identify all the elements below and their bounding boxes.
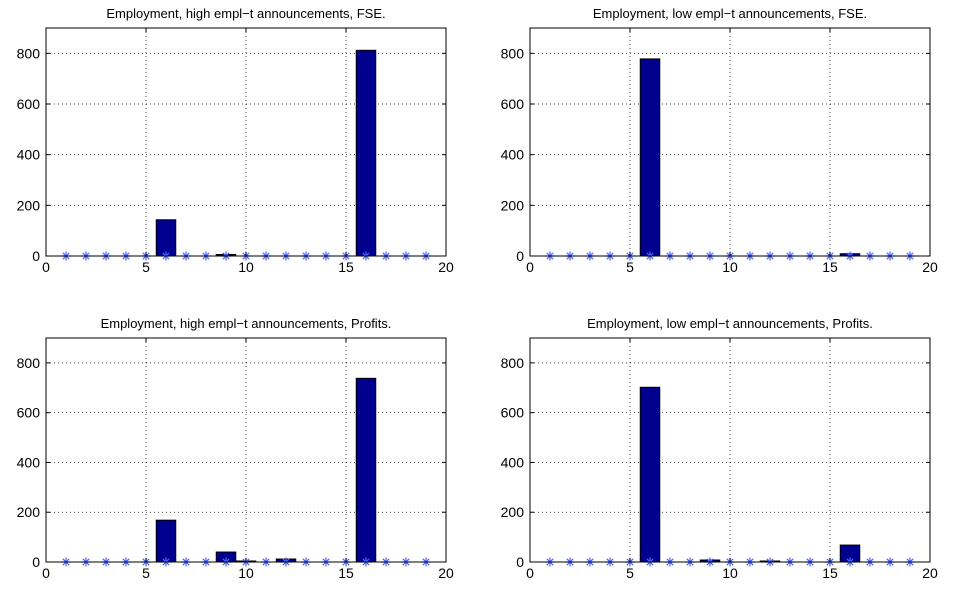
- bar: [155, 519, 177, 563]
- x-tick-label: 10: [238, 565, 254, 581]
- x-tick-label: 20: [438, 259, 454, 275]
- bar: [355, 377, 377, 563]
- y-tick-label: 400: [501, 147, 525, 163]
- y-tick-label: 0: [32, 554, 40, 570]
- y-tick-label: 400: [17, 147, 41, 163]
- chart-panel-1: Employment, high empl−t announcements, F…: [17, 6, 454, 275]
- x-tick-label: 20: [922, 565, 938, 581]
- y-tick-label: 200: [501, 197, 525, 213]
- axes-box: [45, 27, 447, 257]
- bar: [355, 49, 377, 257]
- y-tick-label: 400: [501, 454, 525, 470]
- y-tick-label: 600: [501, 96, 525, 112]
- bar: [639, 58, 661, 257]
- x-tick-label: 0: [42, 565, 50, 581]
- y-tick-label: 800: [501, 355, 525, 371]
- chart-title: Employment, low empl−t announcements, FS…: [593, 6, 867, 21]
- chart-title: Employment, high empl−t announcements, F…: [106, 6, 385, 21]
- x-tick-label: 10: [238, 259, 254, 275]
- x-tick-label: 10: [722, 565, 738, 581]
- axes-box: [529, 27, 931, 257]
- y-tick-label: 0: [516, 554, 524, 570]
- x-tick-label: 15: [338, 565, 354, 581]
- x-tick-label: 15: [338, 259, 354, 275]
- x-tick-label: 5: [626, 565, 634, 581]
- y-tick-label: 600: [501, 405, 525, 421]
- x-tick-label: 20: [922, 259, 938, 275]
- y-tick-label: 800: [17, 45, 41, 61]
- x-tick-label: 0: [526, 259, 534, 275]
- bar: [639, 386, 661, 563]
- y-tick-label: 800: [501, 45, 525, 61]
- chart-panel-3: Employment, high empl−t announcements, P…: [17, 316, 454, 581]
- y-tick-label: 200: [17, 504, 41, 520]
- y-tick-label: 400: [17, 454, 41, 470]
- y-tick-label: 0: [32, 248, 40, 264]
- x-tick-label: 0: [42, 259, 50, 275]
- x-tick-label: 15: [822, 565, 838, 581]
- bar: [155, 219, 177, 257]
- x-tick-label: 5: [142, 259, 150, 275]
- y-tick-label: 200: [17, 197, 41, 213]
- chart-panel-4: Employment, low empl−t announcements, Pr…: [501, 316, 938, 581]
- x-tick-label: 5: [626, 259, 634, 275]
- x-tick-label: 0: [526, 565, 534, 581]
- x-tick-label: 20: [438, 565, 454, 581]
- x-tick-label: 10: [722, 259, 738, 275]
- chart-title: Employment, low empl−t announcements, Pr…: [587, 316, 873, 331]
- y-tick-label: 0: [516, 248, 524, 264]
- y-tick-label: 600: [17, 96, 41, 112]
- x-tick-label: 15: [822, 259, 838, 275]
- chart-title: Employment, high empl−t announcements, P…: [101, 316, 392, 331]
- x-tick-label: 5: [142, 565, 150, 581]
- y-tick-label: 600: [17, 405, 41, 421]
- y-tick-label: 200: [501, 504, 525, 520]
- y-tick-label: 800: [17, 355, 41, 371]
- chart-panel-2: Employment, low empl−t announcements, FS…: [501, 6, 938, 275]
